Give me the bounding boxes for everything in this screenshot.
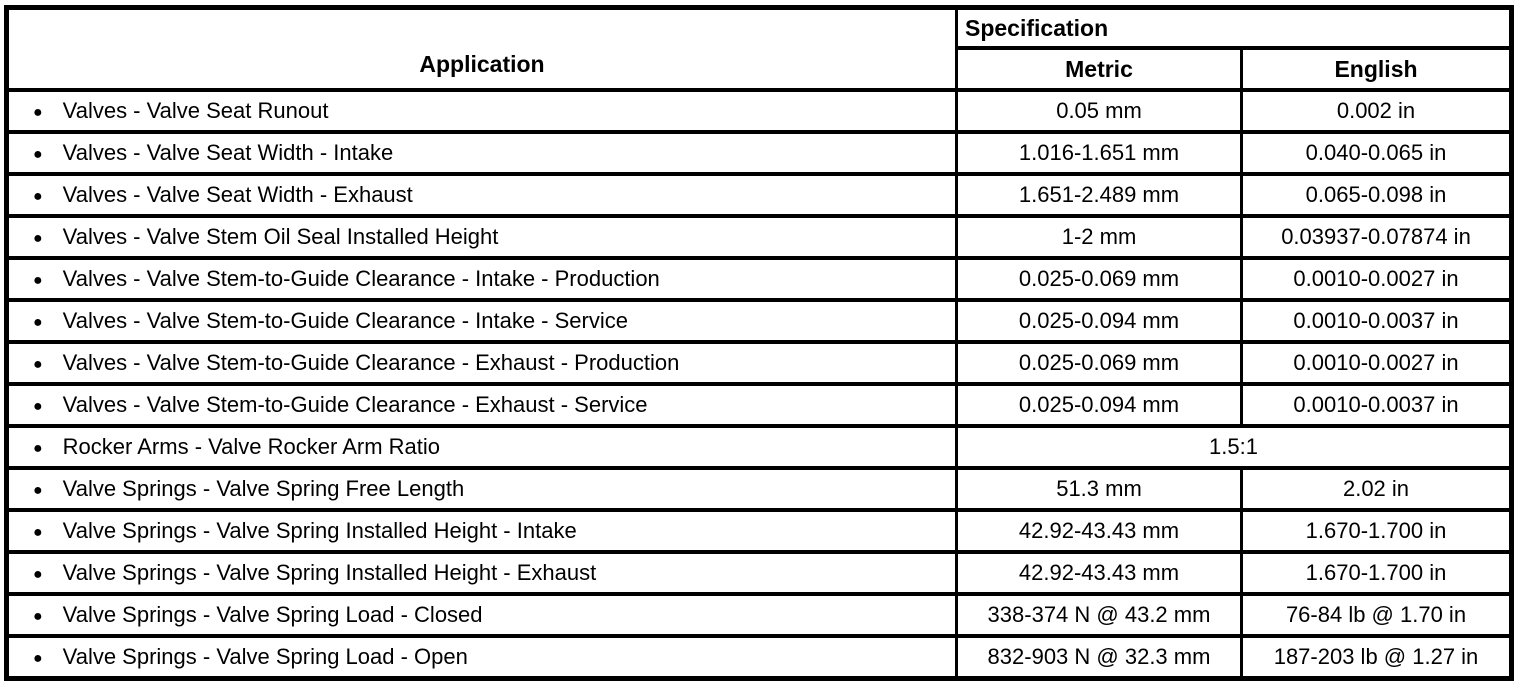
application-label: Valve Springs - Valve Spring Installed H…: [62, 518, 577, 543]
application-cell: ● Valves - Valve Seat Runout: [5, 88, 958, 134]
table-row: ● Valve Springs - Valve Spring Installed …: [5, 550, 1513, 596]
english-cell: 0.0010-0.0037 in: [1240, 298, 1513, 344]
bullet-icon: ●: [33, 608, 43, 625]
bullet-icon: ●: [33, 356, 43, 373]
application-cell: ● Valves - Valve Stem-to-Guide Clearance …: [5, 382, 958, 428]
application-cell: ● Valves - Valve Stem Oil Seal Installed …: [5, 214, 958, 260]
english-cell: 187-203 lb @ 1.27 in: [1240, 634, 1513, 681]
bullet-icon: ●: [33, 146, 43, 163]
bullet-icon: ●: [33, 188, 43, 205]
application-label: Valves - Valve Seat Width - Exhaust: [62, 182, 413, 207]
bullet-icon: ●: [33, 230, 43, 247]
application-cell: ● Valves - Valve Stem-to-Guide Clearance …: [5, 298, 958, 344]
metric-cell: 338-374 N @ 43.2 mm: [955, 592, 1243, 638]
table-row: ● Valves - Valve Seat Width - Exhaust 1.6…: [5, 172, 1513, 218]
application-cell: ● Rocker Arms - Valve Rocker Arm Ratio: [5, 424, 958, 470]
application-label: Valve Springs - Valve Spring Free Length: [62, 476, 465, 501]
metric-cell: 832-903 N @ 32.3 mm: [955, 634, 1243, 681]
metric-cell: 42.92-43.43 mm: [955, 508, 1243, 554]
english-cell: 0.03937-0.07874 in: [1240, 214, 1513, 260]
application-cell: ● Valves - Valve Stem-to-Guide Clearance …: [5, 340, 958, 386]
english-cell: 0.065-0.098 in: [1240, 172, 1513, 218]
header-row-units: Metric English: [7, 46, 1513, 92]
table-row: ● Valves - Valve Seat Runout 0.05 mm 0.00…: [5, 88, 1513, 134]
application-label: Valve Springs - Valve Spring Load - Clos…: [62, 602, 483, 627]
metric-cell: 51.3 mm: [955, 466, 1243, 512]
table-row: ● Rocker Arms - Valve Rocker Arm Ratio 1.…: [5, 424, 1513, 470]
metric-cell: 0.025-0.069 mm: [955, 256, 1243, 302]
english-cell: 76-84 lb @ 1.70 in: [1240, 592, 1513, 638]
application-cell: ● Valve Springs - Valve Spring Installed …: [5, 508, 958, 554]
table-row: ● Valves - Valve Stem-to-Guide Clearance …: [5, 340, 1513, 386]
table-row: ● Valve Springs - Valve Spring Free Lengt…: [5, 466, 1513, 512]
metric-cell: 1-2 mm: [955, 214, 1243, 260]
application-cell: ● Valve Springs - Valve Spring Free Lengt…: [5, 466, 958, 512]
metric-cell: 0.025-0.069 mm: [955, 340, 1243, 386]
english-cell: 1.670-1.700 in: [1240, 550, 1513, 596]
header-row-specification: Application Specification: [5, 5, 1513, 92]
specification-header: Specification: [955, 5, 1513, 50]
application-cell: ● Valves - Valve Stem-to-Guide Clearance …: [5, 256, 958, 302]
bullet-icon: ●: [33, 398, 43, 415]
english-cell: 1.670-1.700 in: [1240, 508, 1513, 554]
application-label: Valve Springs - Valve Spring Load - Open: [62, 644, 468, 669]
application-label: Valves - Valve Stem Oil Seal Installed H…: [62, 224, 499, 249]
metric-cell: 42.92-43.43 mm: [955, 550, 1243, 596]
application-label: Valves - Valve Seat Width - Intake: [62, 140, 394, 165]
table-row: ● Valves - Valve Stem-to-Guide Clearance …: [5, 382, 1513, 428]
table-row: ● Valve Springs - Valve Spring Load - Ope…: [5, 634, 1513, 681]
application-label: Valves - Valve Seat Runout: [62, 98, 329, 123]
metric-cell: 1.651-2.489 mm: [955, 172, 1243, 218]
bullet-icon: ●: [33, 650, 43, 667]
table-row: ● Valve Springs - Valve Spring Installed …: [5, 508, 1513, 554]
application-label: Valves - Valve Stem-to-Guide Clearance -…: [62, 392, 648, 417]
table-row: ● Valves - Valve Stem-to-Guide Clearance …: [5, 256, 1513, 302]
english-cell: 0.040-0.065 in: [1240, 130, 1513, 176]
english-cell: 0.0010-0.0037 in: [1240, 382, 1513, 428]
metric-cell: 0.05 mm: [955, 88, 1243, 134]
application-column-header: Application: [5, 5, 958, 92]
application-cell: ● Valve Springs - Valve Spring Load - Ope…: [5, 634, 958, 681]
metric-cell: 0.025-0.094 mm: [955, 382, 1243, 428]
combined-spec-cell: 1.5:1: [955, 424, 1513, 470]
specification-table: Application Specification Metric English…: [4, 5, 1514, 681]
bullet-icon: ●: [33, 104, 43, 121]
application-cell: ● Valves - Valve Seat Width - Intake: [5, 130, 958, 176]
english-cell: 0.0010-0.0027 in: [1240, 340, 1513, 386]
bullet-icon: ●: [33, 482, 43, 499]
application-label: Valves - Valve Stem-to-Guide Clearance -…: [62, 350, 680, 375]
metric-cell: 0.025-0.094 mm: [955, 298, 1243, 344]
metric-column-header: Metric: [955, 46, 1243, 92]
application-label: Valves - Valve Stem-to-Guide Clearance -…: [62, 308, 628, 333]
table-row: ● Valves - Valve Stem Oil Seal Installed …: [5, 214, 1513, 260]
application-cell: ● Valve Springs - Valve Spring Load - Clo…: [5, 592, 958, 638]
application-label: Rocker Arms - Valve Rocker Arm Ratio: [62, 434, 441, 459]
bullet-icon: ●: [33, 524, 43, 541]
application-label: Valve Springs - Valve Spring Installed H…: [62, 560, 597, 585]
english-cell: 0.0010-0.0027 in: [1240, 256, 1513, 302]
bullet-icon: ●: [33, 566, 43, 583]
metric-cell: 1.016-1.651 mm: [955, 130, 1243, 176]
bullet-icon: ●: [33, 272, 43, 289]
english-cell: 2.02 in: [1240, 466, 1513, 512]
bullet-icon: ●: [33, 314, 43, 331]
english-column-header: English: [1240, 46, 1513, 92]
table-row: ● Valves - Valve Stem-to-Guide Clearance …: [5, 298, 1513, 344]
english-cell: 0.002 in: [1240, 88, 1513, 134]
table-row: ● Valve Springs - Valve Spring Load - Clo…: [5, 592, 1513, 638]
application-cell: ● Valve Springs - Valve Spring Installed …: [5, 550, 958, 596]
bullet-icon: ●: [33, 440, 43, 457]
application-cell: ● Valves - Valve Seat Width - Exhaust: [5, 172, 958, 218]
application-label: Valves - Valve Stem-to-Guide Clearance -…: [62, 266, 660, 291]
table-row: ● Valves - Valve Seat Width - Intake 1.01…: [5, 130, 1513, 176]
